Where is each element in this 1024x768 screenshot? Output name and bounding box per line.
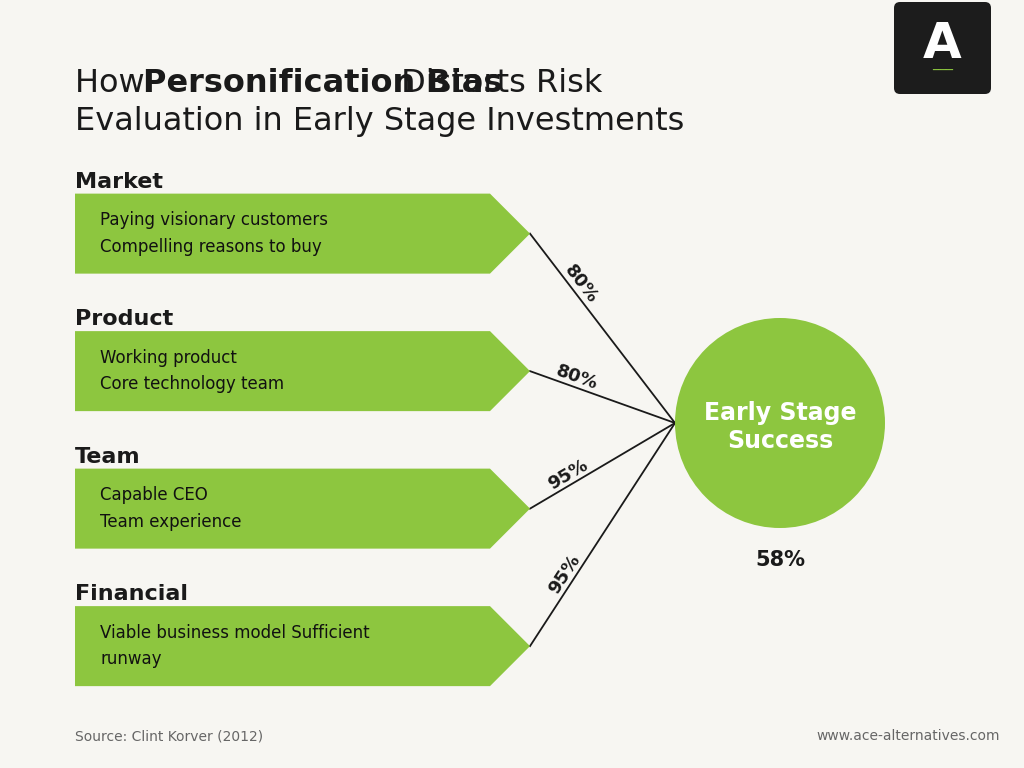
Text: Evaluation in Early Stage Investments: Evaluation in Early Stage Investments — [75, 106, 684, 137]
Text: A: A — [923, 20, 962, 68]
Polygon shape — [75, 331, 530, 411]
Text: Capable CEO
Team experience: Capable CEO Team experience — [100, 486, 242, 531]
Text: Market: Market — [75, 172, 163, 192]
Text: Paying visionary customers
Compelling reasons to buy: Paying visionary customers Compelling re… — [100, 211, 328, 256]
Polygon shape — [75, 194, 530, 273]
Text: How: How — [75, 68, 155, 99]
Text: Distorts Risk: Distorts Risk — [391, 68, 602, 99]
Text: Product: Product — [75, 310, 173, 329]
Text: Financial: Financial — [75, 584, 188, 604]
Text: 80%: 80% — [561, 262, 602, 307]
Text: 58%: 58% — [755, 550, 805, 570]
Text: Source: Clint Korver (2012): Source: Clint Korver (2012) — [75, 729, 263, 743]
Text: Viable business model Sufficient
runway: Viable business model Sufficient runway — [100, 624, 370, 668]
Text: Team: Team — [75, 447, 140, 467]
Text: 95%: 95% — [545, 455, 592, 493]
Text: 80%: 80% — [554, 362, 600, 393]
Polygon shape — [75, 606, 530, 686]
Circle shape — [675, 318, 885, 528]
Text: www.ace-alternatives.com: www.ace-alternatives.com — [816, 729, 1000, 743]
FancyBboxPatch shape — [894, 2, 991, 94]
Polygon shape — [75, 468, 530, 548]
Text: Success: Success — [727, 429, 834, 453]
Text: ___: ___ — [932, 57, 953, 71]
Text: Early Stage: Early Stage — [703, 401, 856, 425]
Text: 95%: 95% — [546, 551, 585, 597]
Text: Working product
Core technology team: Working product Core technology team — [100, 349, 284, 393]
Text: Personification Bias: Personification Bias — [143, 68, 503, 99]
